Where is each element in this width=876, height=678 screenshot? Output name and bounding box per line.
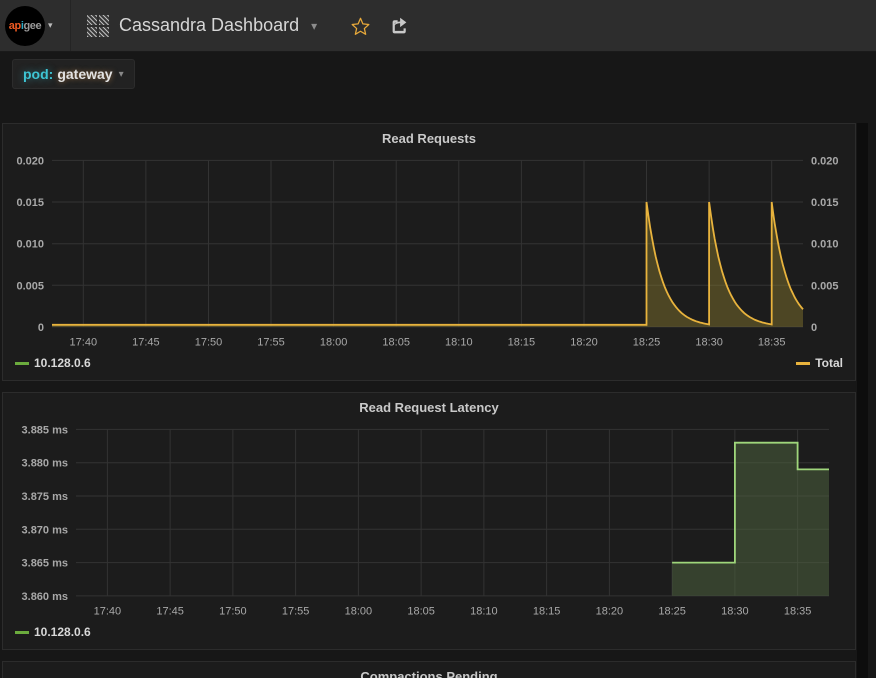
svg-text:17:50: 17:50 <box>195 336 223 348</box>
svg-text:18:20: 18:20 <box>570 336 598 348</box>
svg-text:18:25: 18:25 <box>658 605 686 617</box>
svg-text:18:10: 18:10 <box>470 605 498 617</box>
svg-text:17:40: 17:40 <box>94 605 122 617</box>
svg-text:3.875 ms: 3.875 ms <box>22 491 68 503</box>
svg-text:0.010: 0.010 <box>16 239 44 251</box>
svg-text:0: 0 <box>38 322 44 334</box>
svg-text:0: 0 <box>811 322 817 334</box>
svg-text:18:05: 18:05 <box>382 336 410 348</box>
svg-text:18:25: 18:25 <box>633 336 661 348</box>
svg-text:3.880 ms: 3.880 ms <box>22 458 68 470</box>
svg-text:17:45: 17:45 <box>132 336 160 348</box>
svg-text:18:10: 18:10 <box>445 336 473 348</box>
svg-text:3.885 ms: 3.885 ms <box>22 424 68 436</box>
svg-text:17:40: 17:40 <box>70 336 98 348</box>
svg-text:0.015: 0.015 <box>811 197 839 209</box>
svg-text:3.870 ms: 3.870 ms <box>22 524 68 536</box>
svg-text:0.005: 0.005 <box>811 280 839 292</box>
svg-text:18:00: 18:00 <box>345 605 373 617</box>
svg-text:0.020: 0.020 <box>811 155 839 167</box>
svg-text:18:15: 18:15 <box>508 336 536 348</box>
svg-text:18:20: 18:20 <box>596 605 624 617</box>
svg-text:18:30: 18:30 <box>695 336 723 348</box>
svg-text:18:00: 18:00 <box>320 336 348 348</box>
svg-text:18:15: 18:15 <box>533 605 561 617</box>
svg-text:17:50: 17:50 <box>219 605 247 617</box>
svg-text:0.020: 0.020 <box>16 155 44 167</box>
svg-text:3.865 ms: 3.865 ms <box>22 558 68 570</box>
svg-text:17:55: 17:55 <box>257 336 285 348</box>
svg-text:3.860 ms: 3.860 ms <box>22 591 68 603</box>
svg-text:18:35: 18:35 <box>758 336 786 348</box>
svg-text:18:30: 18:30 <box>721 605 749 617</box>
svg-text:0.005: 0.005 <box>16 280 44 292</box>
svg-text:18:35: 18:35 <box>784 605 812 617</box>
svg-text:0.015: 0.015 <box>16 197 44 209</box>
svg-text:0.010: 0.010 <box>811 239 839 251</box>
svg-text:17:45: 17:45 <box>156 605 184 617</box>
svg-text:17:55: 17:55 <box>282 605 310 617</box>
svg-text:18:05: 18:05 <box>407 605 435 617</box>
